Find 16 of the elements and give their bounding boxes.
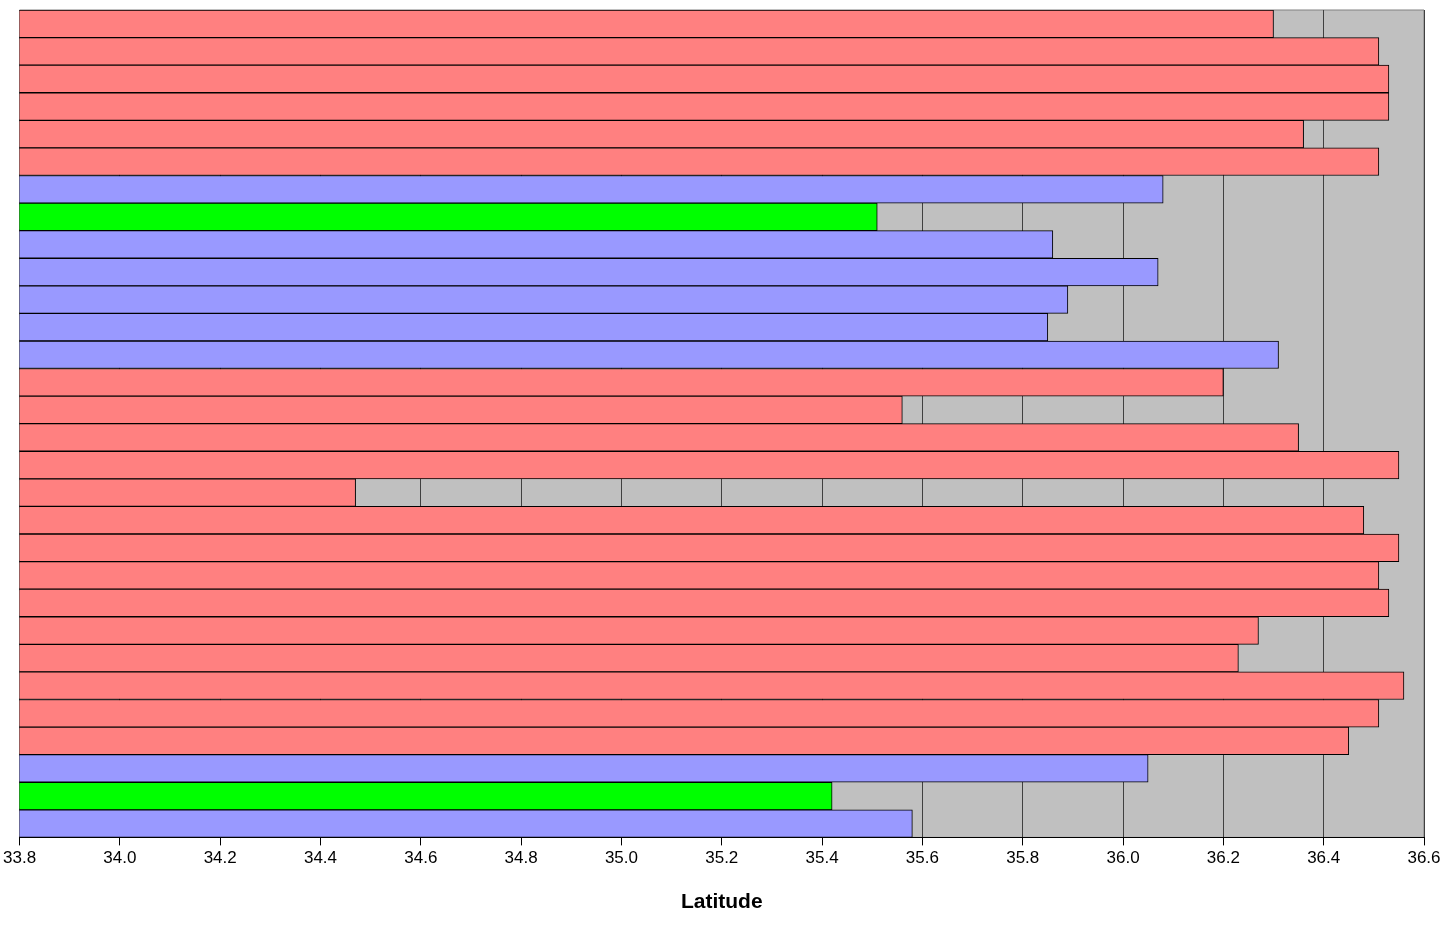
- x-tick-label: 35.6: [905, 848, 939, 868]
- x-tick-label: 34.2: [203, 848, 237, 868]
- x-tick-label: 34.4: [303, 848, 338, 868]
- x-tick-label: 35.2: [705, 848, 739, 868]
- x-tick-label: 36.6: [1407, 848, 1441, 868]
- x-tick-label: 36.0: [1106, 848, 1140, 868]
- x-tick-label: 35.0: [604, 848, 638, 868]
- x-tick-label: 35.4: [805, 848, 839, 868]
- x-tick-label: 35.8: [1006, 848, 1040, 868]
- x-tick-label: 34.6: [404, 848, 438, 868]
- x-tick-label: 36.2: [1206, 848, 1240, 868]
- x-tick-label: 36.4: [1307, 848, 1341, 868]
- x-tick-label: 34.8: [504, 848, 538, 868]
- x-tick-label: 33.8: [3, 848, 37, 868]
- x-tick-label: 34.0: [103, 848, 137, 868]
- x-axis-title: Latitude: [680, 889, 763, 913]
